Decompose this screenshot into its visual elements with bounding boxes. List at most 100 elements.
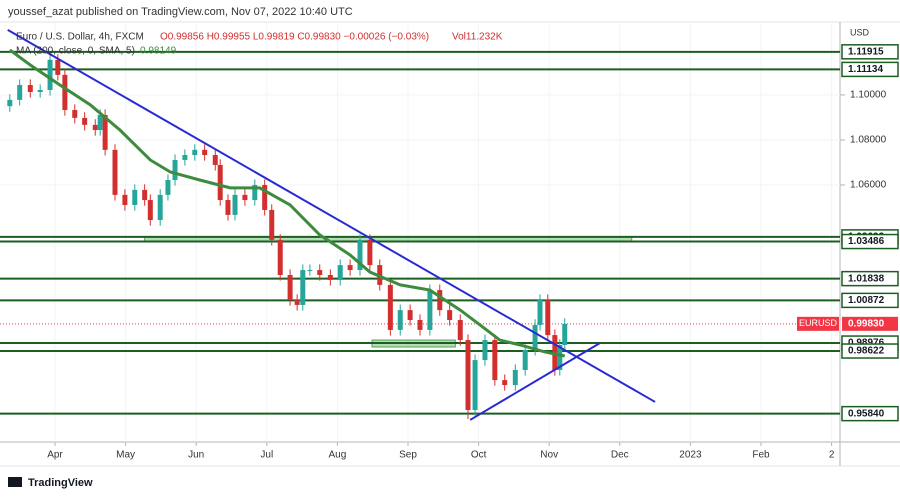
- candle-body: [294, 299, 300, 305]
- x-tick-label: Jun: [188, 450, 204, 461]
- candle-body: [367, 239, 373, 266]
- candle-body: [47, 59, 53, 90]
- candle-body: [225, 200, 231, 215]
- candle-body: [142, 189, 148, 201]
- level-label-box: [841, 270, 899, 287]
- candle-body: [437, 290, 443, 311]
- candle-body: [387, 284, 393, 330]
- x-tick-label: Sep: [399, 450, 417, 461]
- legend-ohlc: O0.99856 H0.99955 L0.99819 C0.99830 −0.0…: [160, 32, 429, 43]
- candle-body: [27, 85, 33, 92]
- candle-body: [287, 274, 293, 300]
- level-label: 1.03486: [848, 236, 885, 247]
- candle-body: [102, 114, 108, 150]
- level-label-box: [841, 44, 899, 60]
- candle-body: [532, 324, 538, 350]
- candle-body: [307, 270, 313, 272]
- legend-volume: Vol11.232K: [452, 32, 503, 43]
- candle-body: [147, 200, 153, 221]
- candle-body: [172, 159, 178, 181]
- candle-body: [37, 89, 43, 92]
- currency: USD: [850, 27, 870, 37]
- brand: TradingView: [28, 477, 93, 489]
- overlay: Euro / U.S. Dollar, 4h, FXCM O0.99856 H0…: [16, 32, 503, 57]
- x-tick-label: Feb: [752, 450, 770, 461]
- level-label: 1.00872: [848, 295, 885, 306]
- candle-body: [492, 340, 498, 381]
- candle-body: [202, 149, 208, 156]
- candle-body: [7, 99, 13, 107]
- candle-body: [157, 194, 163, 221]
- candle-body: [182, 155, 188, 160]
- candle-body: [557, 344, 563, 370]
- x-tick-label: Dec: [611, 450, 629, 461]
- candle-body: [212, 155, 218, 165]
- candle-body: [512, 369, 518, 386]
- candle-body: [122, 194, 128, 205]
- level-label-box: [841, 61, 899, 78]
- candle-body: [562, 323, 568, 345]
- x-tick-label: May: [116, 450, 135, 461]
- x-tick-label: 2023: [679, 450, 702, 461]
- level-label: 0.98976: [848, 338, 885, 349]
- x-tick-label: Oct: [471, 450, 487, 461]
- candle-body: [482, 340, 488, 361]
- candle-body: [327, 274, 333, 280]
- candle-body: [269, 209, 275, 240]
- candle-body: [447, 310, 453, 321]
- candle-body: [252, 184, 258, 201]
- x-tick-label: Aug: [328, 450, 346, 461]
- candle-body: [192, 149, 198, 156]
- sma-line: [8, 48, 566, 358]
- level-label: 1.01838: [848, 273, 885, 284]
- candle-body: [277, 239, 283, 275]
- candle-body: [112, 149, 118, 195]
- y-tick-label: 1.06000: [850, 180, 887, 191]
- candle-body: [317, 270, 323, 275]
- candle-body: [17, 85, 23, 100]
- last-price-label: 0.99830: [848, 318, 885, 329]
- brand-logo: [8, 477, 22, 487]
- candle-body: [337, 265, 343, 280]
- candle-body: [417, 320, 423, 330]
- x-tick-label: 2: [829, 450, 835, 461]
- candle-body: [62, 74, 68, 111]
- candle-body: [217, 164, 223, 201]
- candle-body: [407, 310, 413, 321]
- candle-body: [300, 270, 306, 305]
- candle-body: [457, 320, 463, 341]
- candle-body: [465, 340, 471, 411]
- level-label: 0.95840: [848, 408, 885, 419]
- x-tick-label: Nov: [540, 450, 558, 461]
- trendline: [7, 29, 656, 403]
- level-label-box: [841, 343, 899, 359]
- level-label-box: [841, 292, 899, 309]
- header-title: youssef_azat published on TradingView.co…: [8, 6, 353, 18]
- x-tick-label: Apr: [47, 450, 63, 461]
- candle-body: [427, 290, 433, 330]
- candle-body: [472, 360, 478, 411]
- candle-body: [242, 194, 248, 201]
- trendline: [469, 342, 601, 421]
- candle-body: [132, 189, 138, 205]
- candle-body: [522, 349, 528, 370]
- candle-body: [232, 194, 238, 215]
- candle-body: [347, 265, 353, 271]
- y-tick-label: 1.08000: [850, 135, 887, 146]
- candle-body: [545, 299, 551, 336]
- candle-body: [82, 117, 88, 125]
- level-label-box: [841, 233, 899, 250]
- x-tick-label: Jul: [260, 450, 273, 461]
- level-label: 1.11915: [848, 46, 884, 57]
- candle-body: [262, 184, 268, 210]
- legend-ma: MA (200, close, 0, SMA, 5): [16, 46, 135, 57]
- candle-body: [72, 110, 78, 118]
- candle-body: [537, 299, 543, 325]
- candle-body: [55, 59, 61, 75]
- level-label-box: [841, 405, 899, 422]
- level-label: 0.98622: [848, 346, 885, 357]
- legend-symbol: Euro / U.S. Dollar, 4h, FXCM: [16, 32, 144, 43]
- plot-area: [0, 22, 840, 442]
